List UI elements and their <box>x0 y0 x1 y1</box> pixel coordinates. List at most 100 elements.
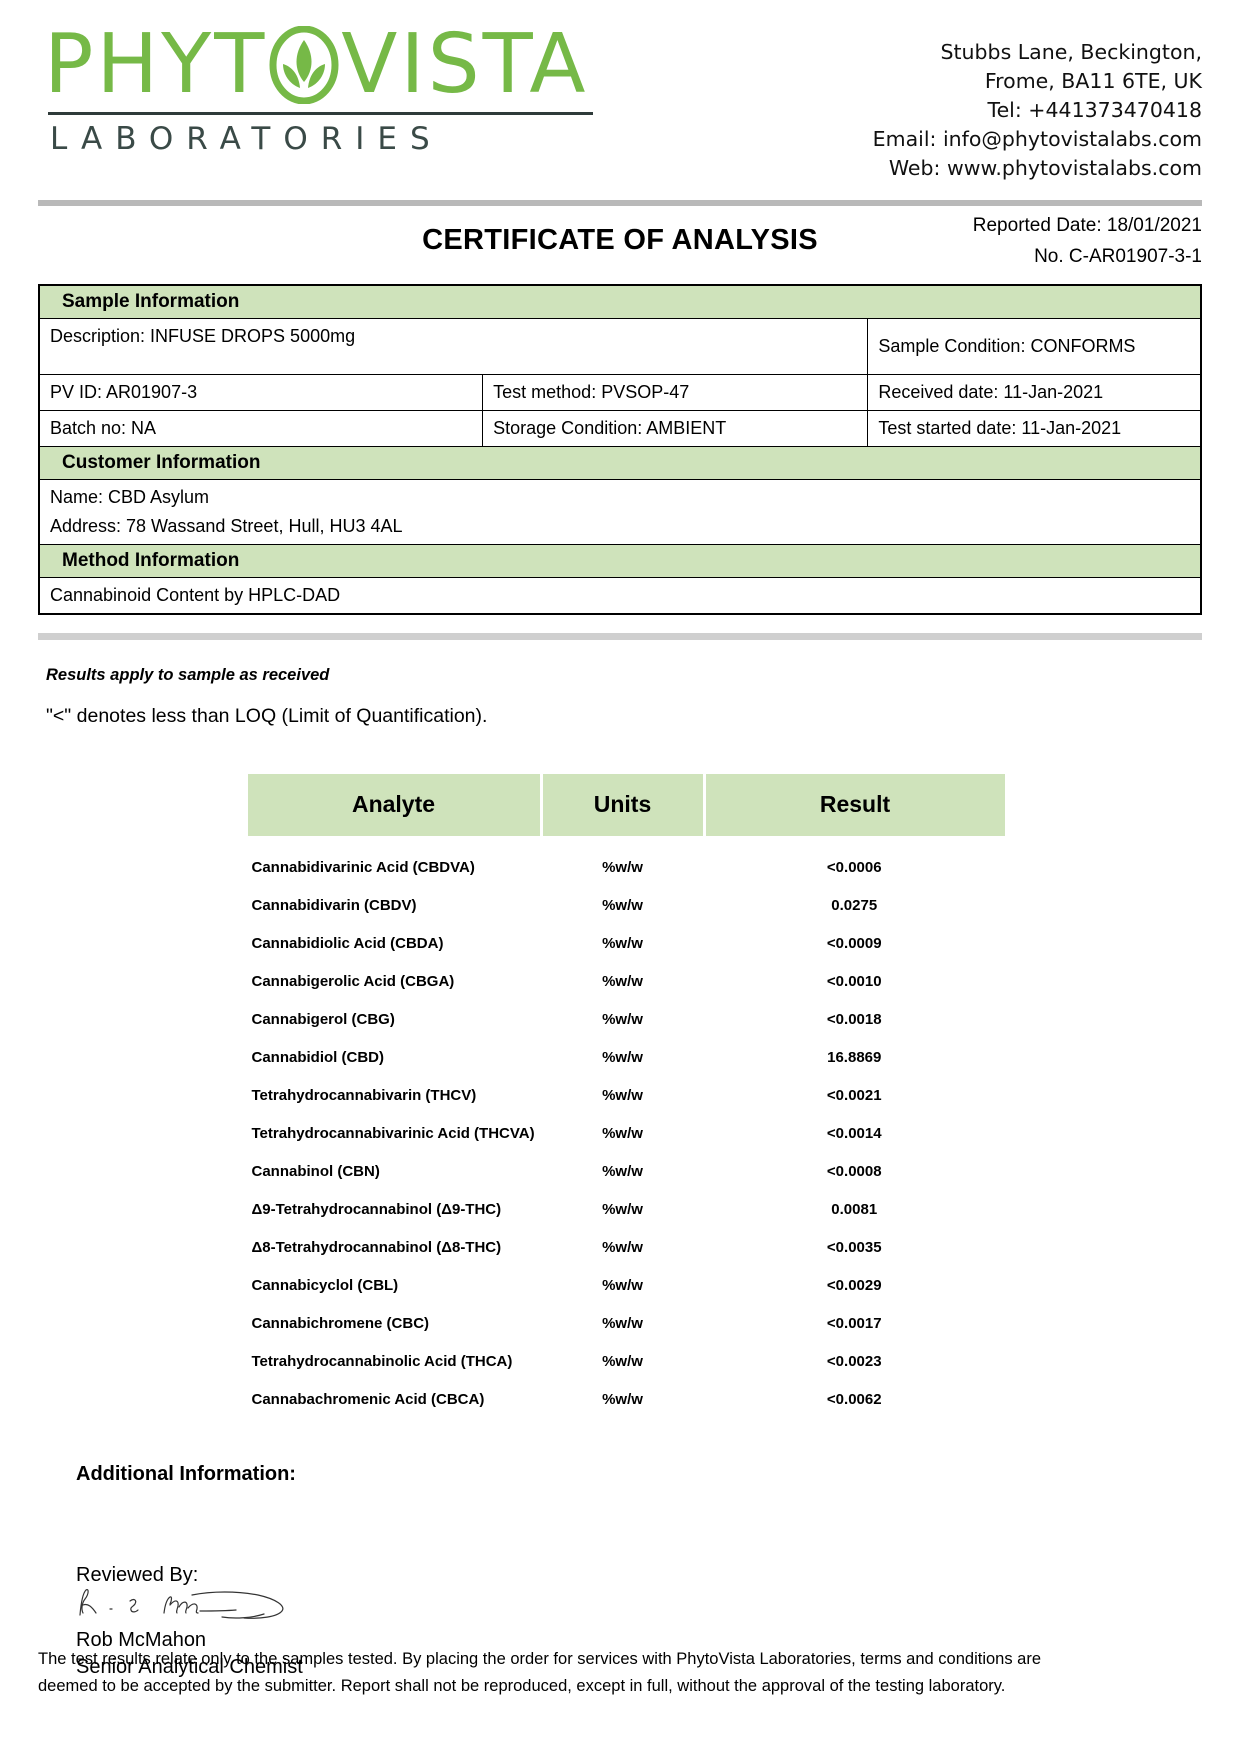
results-table-wrapper: Analyte Units Result Cannabidivarinic Ac… <box>247 773 1005 1419</box>
report-number: No. C-AR01907-3-1 <box>1034 245 1202 267</box>
analyte-units: %w/w <box>602 935 643 953</box>
customer-information-heading: Customer Information <box>38 445 1202 480</box>
column-header-analyte: Analyte <box>247 773 543 836</box>
signature-icon <box>79 1588 284 1619</box>
table-row: Description: INFUSE DROPS 5000mg Sample … <box>38 317 1202 375</box>
table-row: Cannabachromenic Acid (CBCA) %w/w <0.006… <box>248 1381 1005 1419</box>
results-table: Analyte Units Result Cannabidivarinic Ac… <box>247 773 1005 1419</box>
analyte-name: Cannabidiol (CBD) <box>251 1049 385 1067</box>
analyte-result: <0.0018 <box>826 1011 882 1029</box>
sample-description: Description: INFUSE DROPS 5000mg <box>38 317 869 375</box>
contact-address-line1: Stubbs Lane, Beckington, <box>940 40 1203 64</box>
table-row: Sample Information <box>38 284 1202 319</box>
analyte-units: %w/w <box>602 1125 643 1143</box>
table-row: Tetrahydrocannabivarinic Acid (THCVA) %w… <box>248 1115 1005 1153</box>
analyte-name: Cannabidiolic Acid (CBDA) <box>251 935 444 953</box>
header-divider <box>38 199 1202 206</box>
analyte-units: %w/w <box>602 1201 643 1219</box>
table-row: Cannabidivarin (CBDV) %w/w 0.0275 <box>248 887 1005 925</box>
table-row: PV ID: AR01907-3 Test method: PVSOP-47 R… <box>38 373 1202 411</box>
analyte-result: <0.0021 <box>826 1087 882 1105</box>
sample-information-table: Sample Information Description: INFUSE D… <box>38 283 1202 615</box>
leaf-icon-svg <box>269 25 339 105</box>
document-header: PHYT VISTA LABORATORIES Stubbs Lane, Bec… <box>38 0 1202 184</box>
analyte-name: Δ9-Tetrahydrocannabinol (Δ9-THC) <box>251 1201 502 1219</box>
analyte-result: <0.0029 <box>826 1277 882 1295</box>
table-row: Customer Information <box>38 445 1202 480</box>
analyte-result: <0.0017 <box>826 1315 882 1333</box>
analyte-units: %w/w <box>602 859 643 877</box>
table-row: Batch no: NA Storage Condition: AMBIENT … <box>38 409 1202 447</box>
storage-condition: Storage Condition: AMBIENT <box>482 409 869 447</box>
analyte-units: %w/w <box>602 1315 643 1333</box>
signatory-role: Senior Analytical Chemist <box>76 1655 303 1678</box>
analyte-result: 0.0081 <box>831 1201 878 1219</box>
analyte-units: %w/w <box>602 1391 643 1409</box>
table-row: Cannabigerol (CBG) %w/w <0.0018 <box>248 1001 1005 1039</box>
logo-subtitle: LABORATORIES <box>50 121 443 157</box>
contact-address-line2: Frome, BA11 6TE, UK <box>984 69 1202 94</box>
logo-text-part2: VISTA <box>341 17 589 113</box>
test-started-date: Test started date: 11-Jan-2021 <box>867 409 1202 447</box>
table-row: Tetrahydrocannabivarin (THCV) %w/w <0.00… <box>248 1077 1005 1115</box>
analyte-result: <0.0023 <box>826 1353 882 1371</box>
footer-line-2: deemed to be accepted by the submitter. … <box>38 1676 1006 1695</box>
batch-no: Batch no: NA <box>38 409 484 447</box>
contact-block: Stubbs Lane, Beckington, Frome, BA11 6TE… <box>873 26 1202 184</box>
leaf-icon <box>269 25 339 105</box>
analyte-name: Cannabidivarin (CBDV) <box>251 897 417 915</box>
signatory-name: Rob McMahon <box>76 1628 207 1651</box>
method-description: Cannabinoid Content by HPLC-DAD <box>38 576 1202 615</box>
analyte-result: 0.0275 <box>831 897 878 915</box>
analyte-units: %w/w <box>602 1163 643 1181</box>
footer-disclaimer: The test results relate only to the samp… <box>38 1646 1202 1700</box>
analyte-name: Tetrahydrocannabivarin (THCV) <box>251 1087 477 1105</box>
table-row: Address: 78 Wassand Street, Hull, HU3 4A… <box>38 509 1202 545</box>
signatory-block: Rob McMahon Senior Analytical Chemist <box>38 1627 1202 1681</box>
table-row: Cannabidiol (CBD) %w/w 16.8869 <box>248 1039 1005 1077</box>
analyte-result: 16.8869 <box>827 1049 882 1067</box>
reviewed-by-label: Reviewed By: <box>76 1563 199 1586</box>
customer-name: Name: CBD Asylum <box>38 478 1202 510</box>
analyte-units: %w/w <box>602 973 643 991</box>
sample-condition: Sample Condition: CONFORMS <box>867 317 1202 375</box>
analyte-result: <0.0062 <box>826 1391 882 1409</box>
analyte-units: %w/w <box>602 1087 643 1105</box>
loq-note: "<" denotes less than LOQ (Limit of Quan… <box>46 704 488 727</box>
analyte-name: Cannabigerol (CBG) <box>251 1011 395 1029</box>
table-row: Cannabigerolic Acid (CBGA) %w/w <0.0010 <box>248 963 1005 1001</box>
additional-information-label: Additional Information: <box>76 1462 296 1485</box>
analyte-result: <0.0009 <box>826 935 882 953</box>
analyte-name: Tetrahydrocannabinolic Acid (THCA) <box>251 1353 513 1371</box>
company-logo: PHYT VISTA LABORATORIES <box>38 17 664 157</box>
pv-id: PV ID: AR01907-3 <box>38 373 484 411</box>
title-row: Reported Date: 18/01/2021 No. C-AR01907-… <box>38 206 1202 278</box>
customer-address: Address: 78 Wassand Street, Hull, HU3 4A… <box>38 509 1202 545</box>
table-row: Δ9-Tetrahydrocannabinol (Δ9-THC) %w/w 0.… <box>248 1191 1005 1229</box>
reported-date: Reported Date: 18/01/2021 <box>972 214 1202 236</box>
analyte-result: <0.0035 <box>826 1239 882 1257</box>
method-information-heading: Method Information <box>38 543 1202 578</box>
analyte-name: Cannabigerolic Acid (CBGA) <box>251 973 455 991</box>
table-row: Name: CBD Asylum <box>38 478 1202 510</box>
analyte-name: Cannabichromene (CBC) <box>251 1315 430 1333</box>
section-divider <box>38 632 1202 640</box>
table-row: Cannabicyclol (CBL) %w/w <0.0029 <box>248 1267 1005 1305</box>
table-row: Cannabichromene (CBC) %w/w <0.0017 <box>248 1305 1005 1343</box>
report-meta: Reported Date: 18/01/2021 No. C-AR01907-… <box>973 210 1202 273</box>
received-date: Received date: 11-Jan-2021 <box>867 373 1202 411</box>
analyte-units: %w/w <box>602 1353 643 1371</box>
column-header-units: Units <box>541 773 706 836</box>
results-table-head: Analyte Units Result <box>247 773 1005 836</box>
analyte-units: %w/w <box>602 1239 643 1257</box>
footer-line-1: The test results relate only to the samp… <box>38 1649 1042 1668</box>
analyte-units: %w/w <box>602 1049 643 1067</box>
results-table-body: Cannabidivarinic Acid (CBDVA) %w/w <0.00… <box>248 836 1005 1419</box>
results-note: Results apply to sample as received <box>46 665 330 684</box>
analyte-result: <0.0014 <box>826 1125 882 1143</box>
analyte-result: <0.0010 <box>826 973 882 991</box>
logo-divider <box>48 112 593 115</box>
analyte-name: Tetrahydrocannabivarinic Acid (THCVA) <box>251 1125 535 1143</box>
analyte-result: <0.0008 <box>826 1163 882 1181</box>
